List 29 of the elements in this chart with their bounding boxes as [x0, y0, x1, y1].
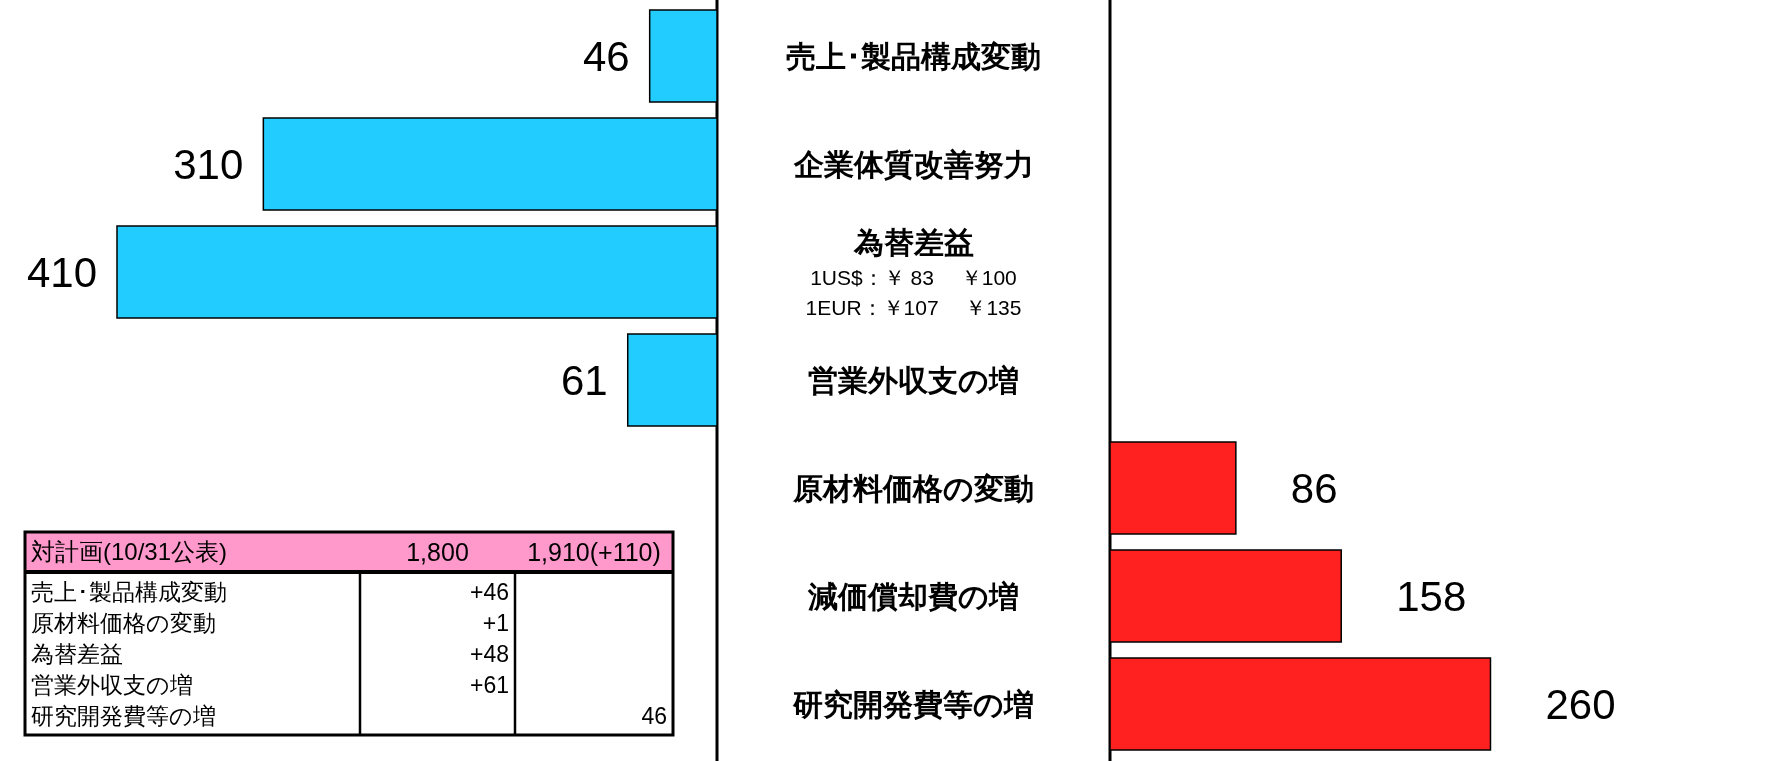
data-label: +46 — [469, 578, 509, 605]
text: 1EUR：￥107 ￥135 — [805, 296, 1022, 320]
data-label: 310 — [173, 140, 244, 188]
text: 対計画(10/31公表) — [31, 538, 228, 566]
text: 1,910(+110) — [527, 537, 661, 566]
y-tick-label: 営業外収支の増 — [808, 363, 1019, 397]
data-label: +48 — [469, 640, 509, 667]
category-label: 原材料価格の変動 — [31, 609, 216, 636]
text: 1,800 — [406, 537, 469, 566]
data-label: 260 — [1545, 680, 1616, 728]
data-label: 46 — [641, 702, 667, 729]
y-tick-label: 原材料価格の変動 — [792, 471, 1034, 505]
data-label: 410 — [26, 248, 97, 296]
y-tick-label: 売上･製品構成変動 — [786, 39, 1041, 73]
data-label: 46 — [582, 32, 630, 80]
data-label: +1 — [482, 609, 509, 636]
y-tick-label: 研究開発費等の増 — [792, 687, 1034, 721]
y-tick-label: 減価償却費の増 — [807, 579, 1019, 613]
data-label: +61 — [469, 671, 509, 698]
data-label: 158 — [1396, 572, 1467, 620]
category-label: 為替差益 — [31, 640, 123, 667]
text: 1US$：￥ 83 ￥100 — [810, 266, 1017, 290]
y-tick-label: 為替差益 — [852, 225, 974, 259]
category-label: 営業外収支の増 — [31, 671, 193, 698]
category-label: 売上･製品構成変動 — [31, 578, 227, 605]
y-tick-label: 企業体質改善努力 — [792, 147, 1034, 181]
data-label: 86 — [1290, 464, 1338, 512]
data-label: 61 — [561, 356, 608, 404]
category-label: 研究開発費等の増 — [31, 702, 216, 729]
